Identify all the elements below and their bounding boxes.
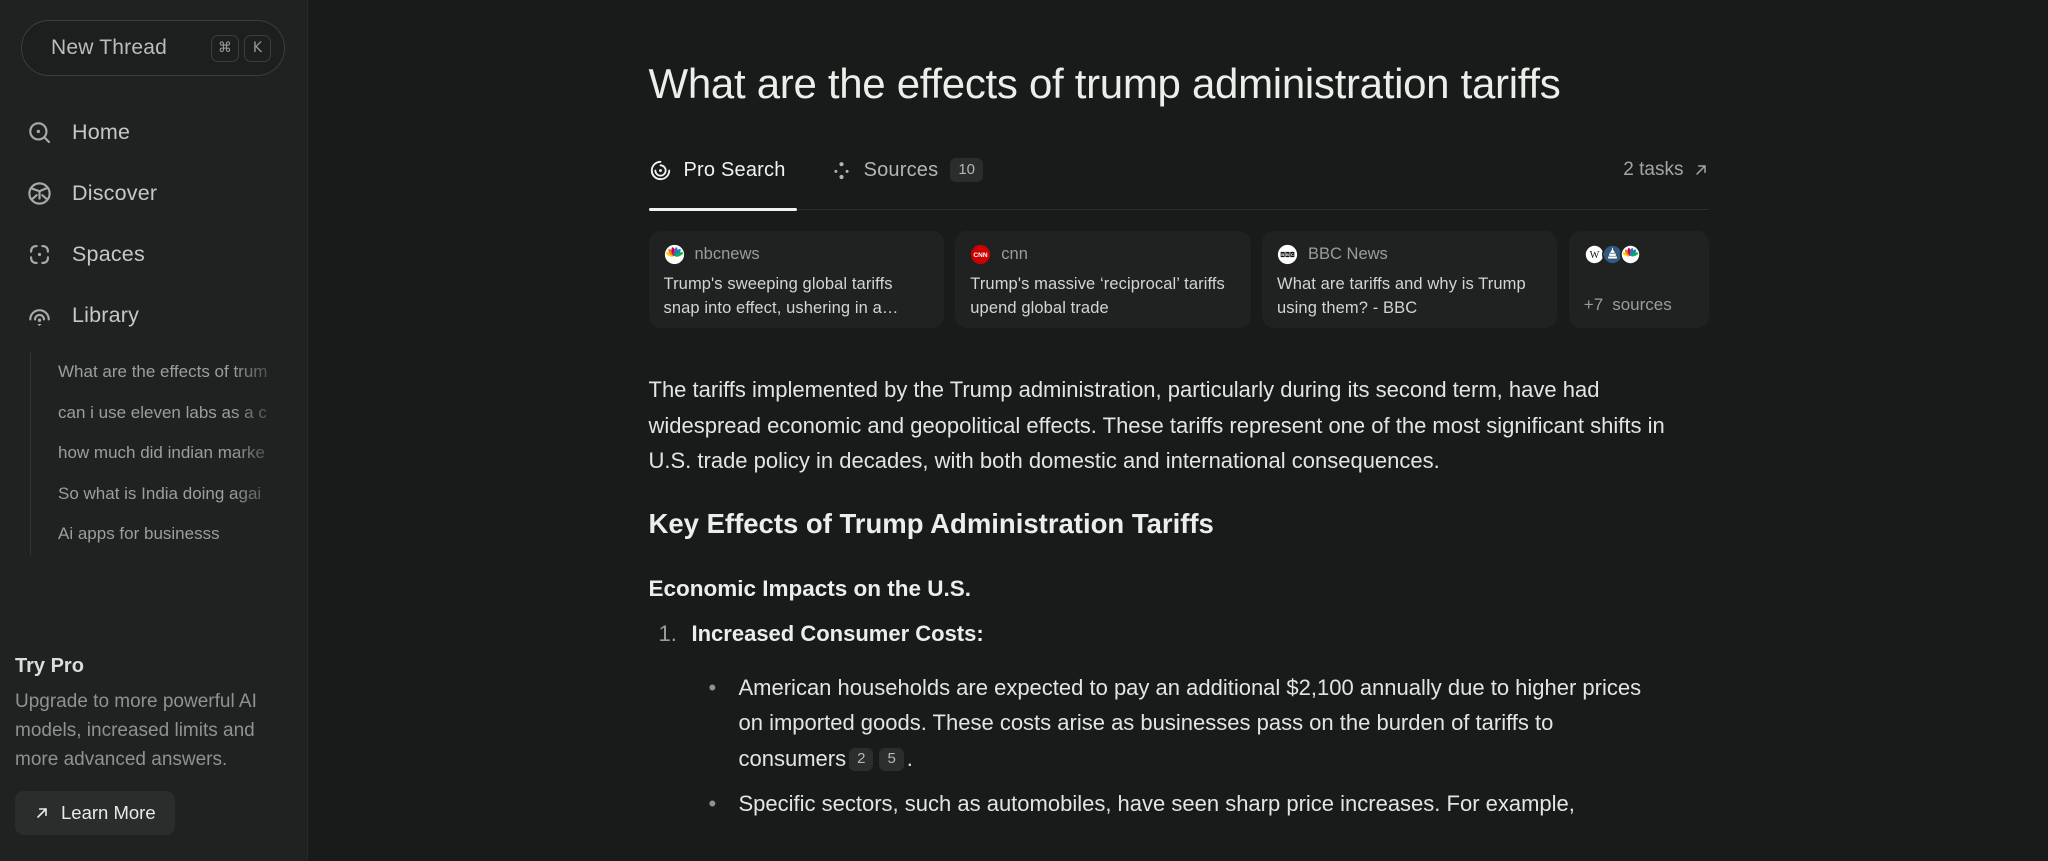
source-card-bbc[interactable]: B B C BBC News What are tariffs and why … xyxy=(1262,231,1558,328)
sidebar-item-label: Home xyxy=(72,120,131,144)
answer-paragraph: The tariffs implemented by the Trump adm… xyxy=(648,377,1665,473)
tab-label: Pro Search xyxy=(683,158,786,181)
bullet-item: • American households are expected to pa… xyxy=(649,670,1709,777)
sidebar-item-spaces[interactable]: Spaces xyxy=(0,224,307,285)
sidebar-item-library[interactable]: Library xyxy=(0,285,307,346)
sources-dots-icon xyxy=(833,161,849,179)
learn-more-button[interactable]: Learn More xyxy=(15,791,175,835)
tab-bar: Pro Search Sources 10 2 tasks xyxy=(648,158,1709,211)
globe-icon xyxy=(28,182,51,205)
more-sources-suffix: sources xyxy=(1612,295,1672,314)
more-sources-count: +7 xyxy=(1583,295,1604,314)
tab-label: Sources xyxy=(863,158,939,181)
library-icon xyxy=(29,309,50,326)
source-name: BBC News xyxy=(1308,245,1388,263)
try-pro-description: Upgrade to more powerful AI models, incr… xyxy=(15,691,257,770)
source-name: cnn xyxy=(1001,245,1028,263)
bullet-text: Specific sectors, such as automobiles, h… xyxy=(738,791,1575,816)
sidebar-item-home[interactable]: Home xyxy=(0,102,307,163)
sidebar-item-label: Spaces xyxy=(72,242,145,266)
sidebar-item-discover[interactable]: Discover xyxy=(0,163,307,224)
more-sources-favicons: W xyxy=(1583,244,1694,265)
source-name: nbcnews xyxy=(694,245,760,263)
source-title: Trump's massive ‘reciprocal’ tariffs upe… xyxy=(970,275,1225,317)
nbc-peacock-favicon xyxy=(664,244,684,265)
tab-pro-search[interactable]: Pro Search xyxy=(649,159,786,182)
search-icon xyxy=(29,122,51,144)
bbc-favicon: B B C xyxy=(1277,244,1298,265)
sources-count-badge: 10 xyxy=(950,158,984,182)
thread-item[interactable]: how much did indian marke xyxy=(58,443,265,462)
sidebar-item-label: Library xyxy=(72,303,140,327)
bullet-marker: • xyxy=(708,674,717,700)
k-keycap: K xyxy=(244,34,271,62)
source-title: What are tariffs and why is Trump using … xyxy=(1277,275,1526,317)
thread-item[interactable]: What are the effects of trum xyxy=(58,362,268,381)
tab-sources[interactable]: Sources 10 xyxy=(831,158,984,182)
sidebar-nav: Home Discover Spaces xyxy=(0,102,307,346)
source-card-nbcnews[interactable]: nbcnews Trump's sweeping global tariffs … xyxy=(648,231,944,328)
sidebar-item-label: Discover xyxy=(72,181,158,205)
capitol-favicon xyxy=(1601,244,1623,265)
bullet-text-body: American households are expected to pay … xyxy=(738,674,1642,771)
svg-text:CNN: CNN xyxy=(974,252,988,259)
source-title: Trump's sweeping global tariffs snap int… xyxy=(663,275,899,317)
svg-text:W: W xyxy=(1589,250,1599,261)
thread-item[interactable]: So what is India doing agai xyxy=(58,483,262,503)
thread-content: What are the effects of trump administra… xyxy=(648,0,1709,822)
thread-item[interactable]: Ai apps for businesss xyxy=(58,524,220,543)
bullet-marker: • xyxy=(708,791,717,816)
numbered-list-item: 1. Increased Consumer Costs: xyxy=(649,619,1709,649)
subsection-heading: Economic Impacts on the U.S. xyxy=(648,575,972,601)
spaces-icon xyxy=(29,244,50,265)
tasks-label: 2 tasks xyxy=(1623,159,1684,180)
list-item-title: Increased Consumer Costs: xyxy=(691,620,984,646)
bullet-item: • Specific sectors, such as automobiles,… xyxy=(649,786,1709,822)
citation-badge[interactable]: 5 xyxy=(879,747,904,771)
more-sources-label: +7 sources xyxy=(1584,295,1694,315)
nbc-peacock-favicon xyxy=(1619,244,1641,265)
active-tab-underline xyxy=(648,208,797,211)
svg-text:B: B xyxy=(1281,252,1284,257)
svg-text:C: C xyxy=(1291,252,1294,257)
tasks-button[interactable]: 2 tasks xyxy=(1623,159,1708,181)
pro-swirl-icon xyxy=(650,160,670,180)
sidebar: New Thread ⌘ K Home Discover xyxy=(0,0,308,861)
new-thread-label: New Thread xyxy=(51,36,168,59)
recent-threads-list: What are the effects of trum can i use e… xyxy=(30,352,288,555)
svg-text:B: B xyxy=(1286,252,1289,257)
list-number: 1. xyxy=(658,620,677,646)
source-card-cnn[interactable]: CNN cnn Trump's massive ‘reciprocal’ tar… xyxy=(955,231,1251,328)
bullet-text: American households are expected to pay … xyxy=(739,670,1659,777)
cnn-favicon: CNN xyxy=(971,244,991,265)
bullet-text-period: . xyxy=(906,745,913,771)
cmd-keycap: ⌘ xyxy=(211,34,239,62)
bullet-list: • American households are expected to pa… xyxy=(649,670,1709,822)
more-sources-card[interactable]: W xyxy=(1568,231,1709,328)
learn-more-label: Learn More xyxy=(61,802,156,823)
source-cards: nbcnews Trump's sweeping global tariffs … xyxy=(648,231,1709,328)
main-area: What are the effects of trump administra… xyxy=(309,0,2048,861)
try-pro-title: Try Pro xyxy=(15,655,84,677)
shortcut-keycaps: ⌘ K xyxy=(211,34,271,62)
arrow-up-right-icon xyxy=(37,808,47,818)
section-heading: Key Effects of Trump Administration Tari… xyxy=(648,507,1214,539)
page-title: What are the effects of trump administra… xyxy=(648,60,1561,107)
new-thread-button[interactable]: New Thread ⌘ K xyxy=(21,20,285,76)
citation-badge[interactable]: 2 xyxy=(849,747,874,771)
try-pro-section: Try Pro Upgrade to more powerful AI mode… xyxy=(0,655,307,861)
arrow-up-right-icon xyxy=(1695,165,1706,175)
thread-item[interactable]: can i use eleven labs as a c xyxy=(58,402,267,422)
